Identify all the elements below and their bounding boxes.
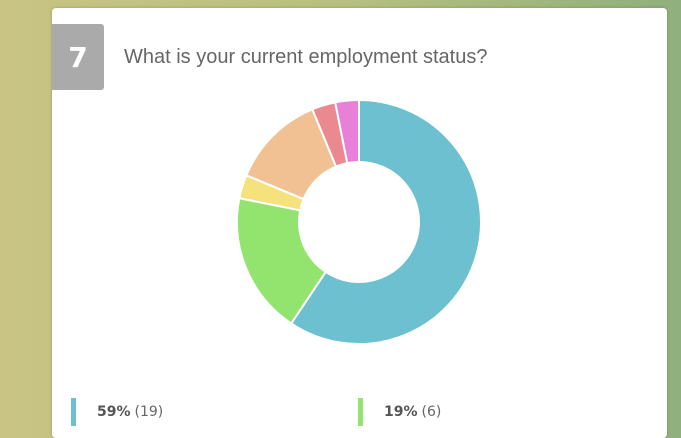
page: 7 What is your current employment status… [0,0,681,426]
legend-swatch [358,398,363,426]
question-title: What is your current employment status? [124,46,488,68]
donut-segment [236,197,328,325]
question-card [52,8,667,438]
donut-segment [289,98,482,345]
legend-item: 19% (6) [358,398,441,426]
legend-count: (6) [421,404,442,420]
question-number: 7 [52,24,104,90]
legend-swatch [71,398,76,426]
donut-chart [236,98,482,345]
donut-segment [334,98,360,165]
legend-percent: 59% [97,404,131,420]
legend-percent: 19% [384,404,418,420]
legend-count: (19) [134,404,164,420]
legend-item: 59% (19) [71,398,163,426]
